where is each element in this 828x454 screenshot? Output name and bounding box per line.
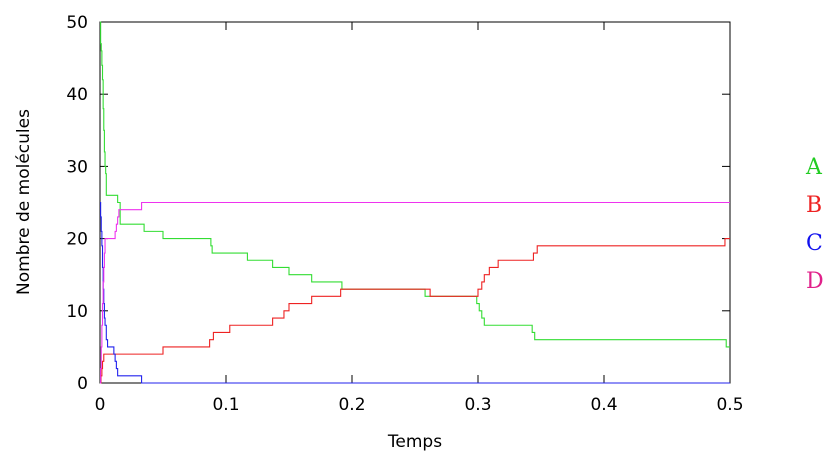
series-line-a — [100, 21, 730, 348]
y-tick-label: 10 — [66, 302, 88, 322]
series-line-c — [100, 201, 730, 384]
y-tick-label: 50 — [66, 13, 88, 33]
legend-label-c: C — [806, 231, 823, 256]
legend-label-a: A — [805, 155, 823, 180]
x-tick-label: 0.4 — [590, 395, 617, 415]
y-axis-title: Nombre de molécules — [14, 109, 34, 295]
legend-label-d: D — [806, 269, 824, 294]
y-tick-label: 30 — [66, 157, 88, 177]
x-tick-label: 0 — [95, 395, 106, 415]
y-tick-label: 40 — [66, 85, 88, 105]
y-tick-label: 0 — [77, 374, 88, 394]
x-tick-label: 0.3 — [464, 395, 491, 415]
x-tick-label: 0.5 — [716, 395, 743, 415]
legend-label-b: B — [806, 193, 822, 218]
y-tick-label: 20 — [66, 230, 88, 250]
series-layer — [100, 21, 730, 384]
series-line-d — [100, 201, 730, 384]
axis-ticks: 0 0.1 0.2 0.3 0.4 0.5 0 10 20 30 40 50 — [66, 13, 743, 415]
legend: A B C D — [805, 155, 824, 294]
x-tick-label: 0.2 — [338, 395, 365, 415]
x-tick-label: 0.1 — [212, 395, 239, 415]
series-line-b — [100, 238, 730, 384]
x-axis-title: Temps — [387, 432, 442, 452]
